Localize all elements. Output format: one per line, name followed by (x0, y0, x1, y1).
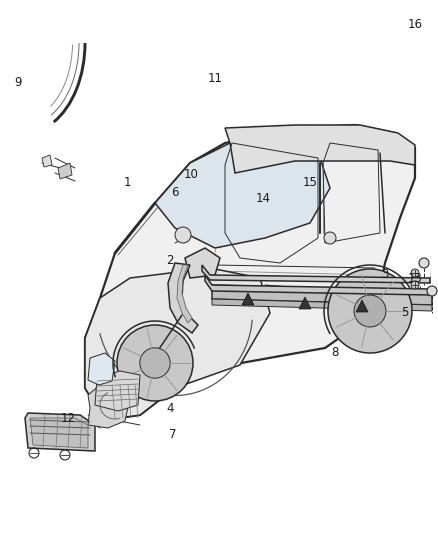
Circle shape (328, 269, 412, 353)
Circle shape (354, 295, 386, 327)
Polygon shape (185, 248, 220, 278)
Polygon shape (88, 385, 130, 428)
Text: 10: 10 (184, 168, 198, 182)
Text: 5: 5 (401, 306, 409, 319)
Polygon shape (202, 265, 430, 283)
Polygon shape (42, 155, 52, 167)
Polygon shape (299, 297, 311, 309)
Text: 12: 12 (60, 411, 75, 424)
Polygon shape (58, 163, 72, 179)
Text: 1: 1 (123, 176, 131, 190)
Polygon shape (155, 138, 330, 248)
Circle shape (419, 258, 429, 268)
Circle shape (175, 227, 191, 243)
Polygon shape (205, 275, 430, 295)
Polygon shape (212, 285, 432, 305)
Circle shape (411, 269, 419, 277)
Text: 2: 2 (166, 254, 174, 266)
Polygon shape (25, 413, 95, 451)
Polygon shape (30, 418, 88, 448)
Circle shape (117, 325, 193, 401)
Polygon shape (85, 125, 415, 420)
Text: 6: 6 (171, 187, 179, 199)
Polygon shape (177, 265, 192, 323)
Circle shape (140, 348, 170, 378)
Text: 13: 13 (408, 271, 422, 285)
Text: 7: 7 (169, 429, 177, 441)
Text: 14: 14 (255, 191, 271, 205)
Text: 15: 15 (303, 176, 318, 190)
Text: 11: 11 (208, 71, 223, 85)
Polygon shape (225, 125, 415, 173)
Polygon shape (242, 293, 254, 305)
Polygon shape (265, 285, 425, 305)
Polygon shape (356, 300, 368, 312)
Polygon shape (95, 371, 140, 411)
Polygon shape (85, 268, 270, 420)
Text: 4: 4 (166, 401, 174, 415)
Text: 3: 3 (381, 269, 389, 281)
Circle shape (427, 286, 437, 296)
Text: 16: 16 (407, 19, 423, 31)
Polygon shape (88, 353, 115, 385)
Circle shape (411, 281, 419, 289)
Polygon shape (212, 299, 432, 311)
Polygon shape (168, 263, 198, 333)
Circle shape (324, 232, 336, 244)
Text: 8: 8 (331, 346, 339, 359)
Text: 9: 9 (14, 77, 22, 90)
